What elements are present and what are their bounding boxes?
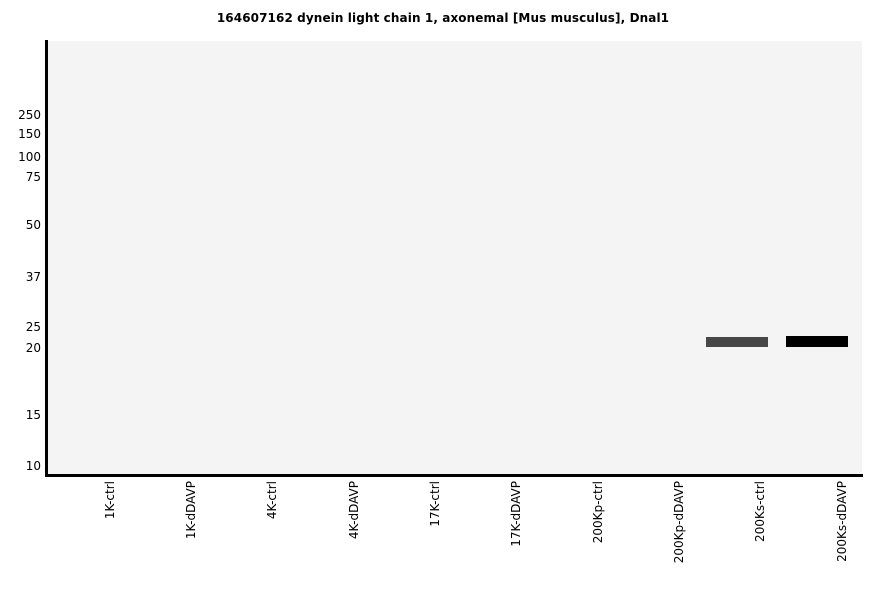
y-tick-label: 25 bbox=[25, 320, 41, 334]
y-tick-label: 15 bbox=[25, 408, 41, 422]
y-tick-label: 10 bbox=[25, 459, 41, 473]
x-tick-label: 4K-ctrl bbox=[265, 481, 279, 520]
x-tick-label: 17K-dDAVP bbox=[509, 481, 523, 547]
y-tick-label: 50 bbox=[25, 218, 41, 232]
x-tick-label: 200Kp-ctrl bbox=[591, 481, 605, 544]
x-tick-label: 200Ks-dDAVP bbox=[835, 481, 849, 562]
y-tick-label: 75 bbox=[25, 170, 41, 184]
y-axis-line bbox=[45, 40, 48, 477]
blot-band bbox=[786, 336, 848, 347]
page-title: 164607162 dynein light chain 1, axonemal… bbox=[216, 11, 670, 25]
x-tick-label: 200Kp-dDAVP bbox=[672, 481, 686, 564]
x-axis-line bbox=[45, 474, 863, 477]
y-tick-label: 100 bbox=[18, 150, 41, 164]
y-tick-label: 37 bbox=[25, 270, 41, 284]
x-tick-label: 1K-dDAVP bbox=[184, 481, 198, 540]
blot-band bbox=[706, 337, 768, 347]
y-tick-label: 250 bbox=[18, 108, 41, 122]
y-tick-label: 20 bbox=[25, 341, 41, 355]
plot-panel bbox=[48, 41, 862, 474]
x-tick-label: 17K-ctrl bbox=[428, 481, 442, 527]
y-tick-label: 150 bbox=[18, 127, 41, 141]
x-tick-label: 4K-dDAVP bbox=[347, 481, 361, 540]
x-tick-label: 1K-ctrl bbox=[103, 481, 117, 520]
x-tick-label: 200Ks-ctrl bbox=[753, 481, 767, 542]
